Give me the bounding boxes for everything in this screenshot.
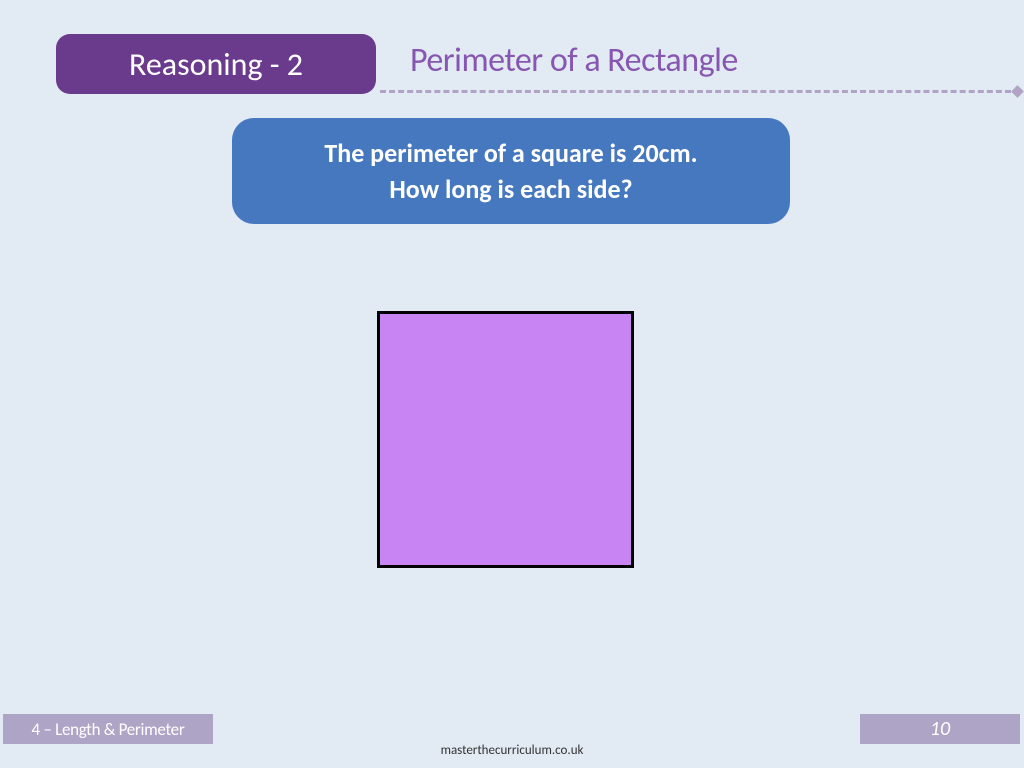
- badge-reasoning: Reasoning - 2: [56, 34, 376, 94]
- question-box: The perimeter of a square is 20cm. How l…: [232, 118, 790, 224]
- question-line-2: How long is each side?: [389, 171, 632, 207]
- footer-left-tag: 4 – Length & Perimeter: [3, 714, 213, 744]
- slide: Reasoning - 2 Perimeter of a Rectangle T…: [0, 0, 1024, 768]
- footer-credit: masterthecurriculum.co.uk: [0, 743, 1024, 758]
- footer-page-number-tag: 10: [860, 714, 1020, 744]
- topic-title: Perimeter of a Rectangle: [410, 40, 738, 81]
- square-shape: [377, 311, 634, 568]
- footer-left-label: 4 – Length & Perimeter: [32, 719, 185, 740]
- header-row: Reasoning - 2 Perimeter of a Rectangle: [0, 34, 1024, 94]
- header-dashed-line: [380, 90, 1020, 93]
- badge-label: Reasoning - 2: [129, 45, 303, 84]
- page-number: 10: [930, 717, 950, 741]
- question-line-1: The perimeter of a square is 20cm.: [324, 135, 697, 171]
